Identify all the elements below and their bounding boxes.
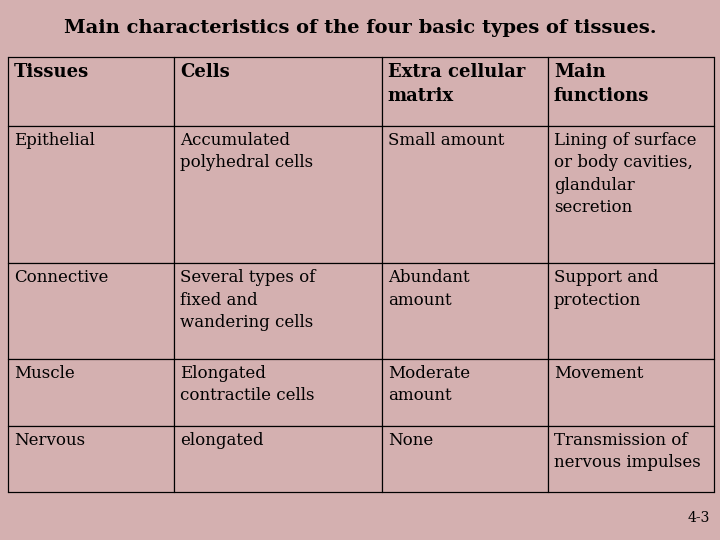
Bar <box>174 359 382 426</box>
Bar <box>174 126 382 264</box>
Text: Elongated
contractile cells: Elongated contractile cells <box>180 365 315 404</box>
Text: Accumulated
polyhedral cells: Accumulated polyhedral cells <box>180 132 313 171</box>
Bar <box>8 126 174 264</box>
Text: Connective: Connective <box>14 269 109 286</box>
Text: Epithelial: Epithelial <box>14 132 95 149</box>
Bar <box>548 359 714 426</box>
Text: elongated: elongated <box>180 431 264 449</box>
Bar <box>8 264 174 359</box>
Text: Moderate
amount: Moderate amount <box>388 365 470 404</box>
Text: Nervous: Nervous <box>14 431 85 449</box>
Text: 4-3: 4-3 <box>688 511 710 525</box>
Bar <box>382 426 548 492</box>
Text: Tissues: Tissues <box>14 63 89 81</box>
Text: Main
functions: Main functions <box>554 63 649 105</box>
Text: Main characteristics of the four basic types of tissues.: Main characteristics of the four basic t… <box>63 19 657 37</box>
Text: Support and
protection: Support and protection <box>554 269 658 309</box>
Text: Small amount: Small amount <box>388 132 504 149</box>
Text: Abundant
amount: Abundant amount <box>388 269 469 309</box>
Bar <box>548 126 714 264</box>
Bar <box>8 426 174 492</box>
Bar <box>382 57 548 126</box>
Bar <box>174 264 382 359</box>
Text: Several types of
fixed and
wandering cells: Several types of fixed and wandering cel… <box>180 269 315 331</box>
Text: Extra cellular
matrix: Extra cellular matrix <box>388 63 525 105</box>
Text: Transmission of
nervous impulses: Transmission of nervous impulses <box>554 431 701 471</box>
Bar <box>548 57 714 126</box>
Text: Muscle: Muscle <box>14 365 75 382</box>
Bar <box>8 359 174 426</box>
Bar <box>548 426 714 492</box>
Bar <box>174 57 382 126</box>
Bar <box>382 126 548 264</box>
Bar <box>382 264 548 359</box>
Bar <box>548 264 714 359</box>
Bar <box>382 359 548 426</box>
Text: Cells: Cells <box>180 63 230 81</box>
Bar <box>8 57 174 126</box>
Text: None: None <box>388 431 433 449</box>
Bar <box>174 426 382 492</box>
Text: Movement: Movement <box>554 365 643 382</box>
Text: Lining of surface
or body cavities,
glandular
secretion: Lining of surface or body cavities, glan… <box>554 132 696 215</box>
